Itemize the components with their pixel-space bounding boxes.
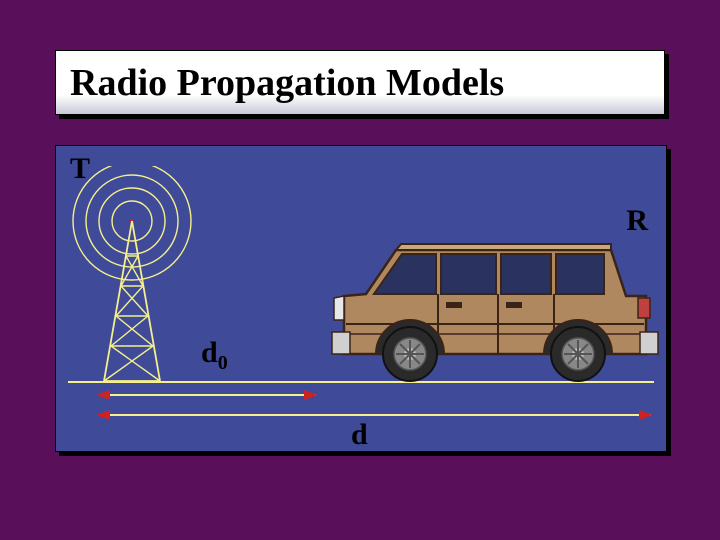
receiver-car-icon (326, 236, 666, 386)
d0-arrow-right (304, 390, 318, 400)
diagram-panel: T R d0 d (55, 145, 667, 452)
d-line (101, 414, 651, 416)
receiver-label: R (626, 204, 648, 238)
d0-arrow-left (96, 390, 110, 400)
transmitter-tower-icon (70, 166, 220, 386)
d-label: d (351, 418, 368, 452)
d-arrow-left (96, 410, 110, 420)
slide-title: Radio Propagation Models (70, 61, 504, 105)
d-arrow-right (639, 410, 653, 420)
d0-line (101, 394, 316, 396)
title-box: Radio Propagation Models (55, 50, 665, 115)
